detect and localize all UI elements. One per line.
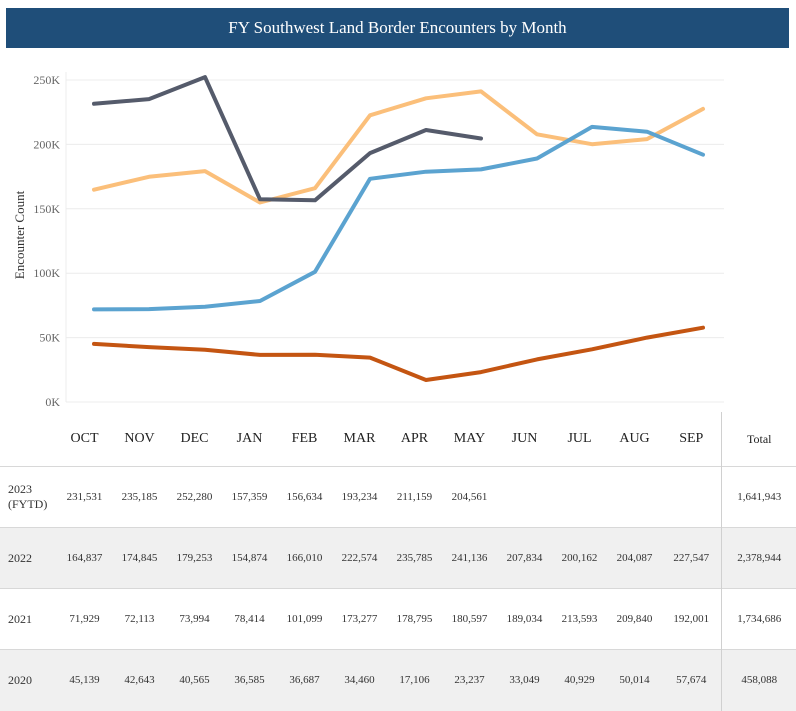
value-cell: 193,234: [332, 466, 387, 528]
month-header: SEP: [679, 431, 704, 446]
series-lines: [92, 75, 705, 382]
value-cell: 179,253: [167, 527, 222, 589]
value-cell: 36,687: [277, 649, 332, 711]
value-cell: 101,099: [277, 588, 332, 650]
month-header: DEC: [180, 431, 209, 446]
y-tick-label: 50K: [39, 331, 60, 345]
y-tick-label: 100K: [33, 266, 60, 280]
value-cell: 207,834: [497, 527, 552, 589]
value-cell: 42,643: [112, 649, 167, 711]
value-cell: 156,634: [277, 466, 332, 528]
value-cell: 178,795: [387, 588, 442, 650]
value-cell: 157,359: [222, 466, 277, 528]
value-cell: 241,136: [442, 527, 497, 589]
month-header: APR: [400, 431, 429, 446]
value-cell: 36,585: [222, 649, 277, 711]
series-line-2020: [92, 325, 705, 382]
table-row: 2020 45,139 42,643 40,565 36,585 36,687 34,460…: [0, 649, 796, 711]
value-cell: 174,845: [112, 527, 167, 589]
value-cell: 33,049: [497, 649, 552, 711]
value-cell: [607, 466, 662, 528]
value-cell: 252,280: [167, 466, 222, 528]
table-row: 2023 (FYTD) 231,531 235,185 252,280 157,359 1…: [0, 466, 796, 528]
month-header: JUL: [567, 431, 592, 446]
value-cell: 235,185: [112, 466, 167, 528]
month-header: AUG: [619, 431, 650, 446]
value-cell: 189,034: [497, 588, 552, 650]
year-label: 2021: [0, 588, 57, 650]
value-cell: 57,674: [662, 649, 721, 711]
value-cell: 166,010: [277, 527, 332, 589]
value-cell: 71,929: [57, 588, 112, 650]
value-cell: 235,785: [387, 527, 442, 589]
y-tick-label: 0K: [45, 395, 60, 409]
value-cell: 213,593: [552, 588, 607, 650]
year-label: 2020: [0, 649, 57, 711]
corner-cell: [0, 412, 57, 467]
value-cell: [662, 466, 721, 528]
month-header: FEB: [291, 431, 318, 446]
value-cell: 45,139: [57, 649, 112, 711]
value-cell: 40,929: [552, 649, 607, 711]
value-cell: 40,565: [167, 649, 222, 711]
table-row: 2022 164,837 174,845 179,253 154,874 166,010 2…: [0, 527, 796, 589]
month-header: JUN: [511, 431, 538, 446]
month-header: MAY: [453, 431, 486, 446]
value-cell: 209,840: [607, 588, 662, 650]
table-header-row: OCT NOV DEC JAN FEB MAR APR MAY JUN JUL AUG SEP Tota…: [0, 412, 796, 467]
month-header: MAR: [343, 431, 376, 446]
value-cell: 173,277: [332, 588, 387, 650]
total-cell: 458,088: [720, 649, 796, 711]
value-cell: 34,460: [332, 649, 387, 711]
value-cell: 78,414: [222, 588, 277, 650]
year-label: 2023 (FYTD): [0, 466, 57, 528]
value-cell: 227,547: [662, 527, 721, 589]
value-cell: 72,113: [112, 588, 167, 650]
year-label: 2022: [0, 527, 57, 589]
value-cell: 192,001: [662, 588, 721, 650]
value-cell: 73,994: [167, 588, 222, 650]
table-row: 2021 71,929 72,113 73,994 78,414 101,099 173,2…: [0, 588, 796, 650]
value-cell: 164,837: [57, 527, 112, 589]
month-header: JAN: [236, 431, 263, 446]
value-cell: [497, 466, 552, 528]
total-header: Total: [720, 412, 796, 467]
series-line-2021: [92, 124, 705, 312]
y-axis: 0K 50K 100K 150K 200K 250K: [33, 73, 60, 409]
y-tick-label: 200K: [33, 137, 60, 151]
value-cell: 211,159: [387, 466, 442, 528]
series-line-2022: [92, 89, 705, 205]
y-axis-title: Encounter Count: [12, 190, 27, 279]
chart-title: FY Southwest Land Border Encounters by M…: [6, 8, 789, 48]
value-cell: 231,531: [57, 466, 112, 528]
line-chart: 0K 50K 100K 150K 200K 250K Encounter Count: [12, 72, 724, 409]
month-header: NOV: [124, 431, 155, 446]
value-cell: 23,237: [442, 649, 497, 711]
gridlines: [65, 72, 724, 403]
value-cell: [552, 466, 607, 528]
value-cell: 180,597: [442, 588, 497, 650]
value-cell: 204,087: [607, 527, 662, 589]
total-cell: 1,641,943: [720, 466, 796, 528]
series-line-2023-fytd: [92, 75, 483, 203]
value-cell: 154,874: [222, 527, 277, 589]
total-cell: 2,378,944: [720, 527, 796, 589]
y-tick-label: 150K: [33, 202, 60, 216]
y-tick-label: 250K: [33, 73, 60, 87]
value-cell: 17,106: [387, 649, 442, 711]
month-header: OCT: [70, 431, 99, 446]
value-cell: 200,162: [552, 527, 607, 589]
value-cell: 222,574: [332, 527, 387, 589]
data-table: OCT NOV DEC JAN FEB MAR APR MAY JUN JUL AUG SEP Tota…: [0, 412, 796, 711]
value-cell: 50,014: [607, 649, 662, 711]
value-cell: 204,561: [442, 466, 497, 528]
total-cell: 1,734,686: [720, 588, 796, 650]
